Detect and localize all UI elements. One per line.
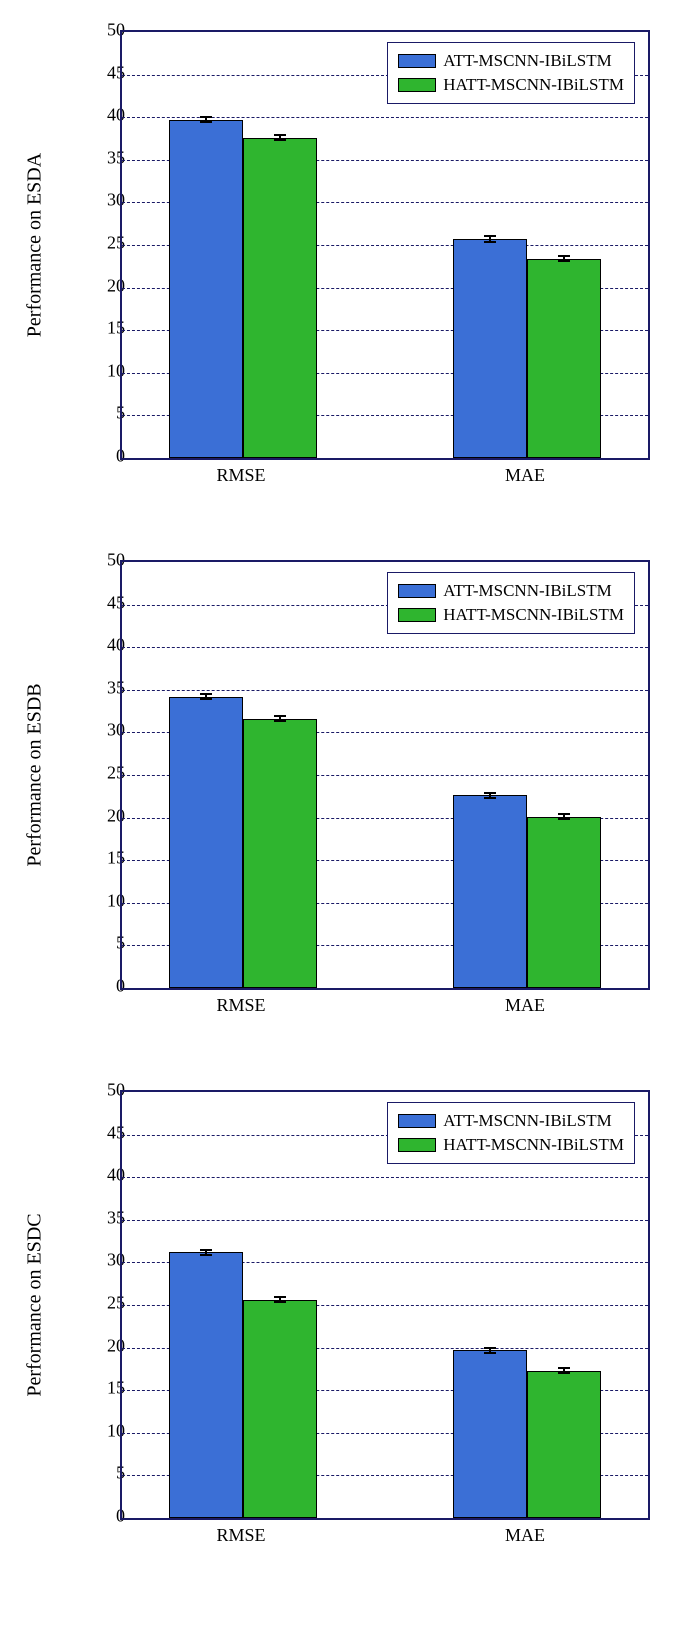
bar-chart-1: 0 5 10 15 20 25 30 35 40 45 50 RMSE MAE ATT-MSCNN-IBi… xyxy=(60,550,665,1040)
xtick-label: MAE xyxy=(505,1525,545,1546)
bar xyxy=(453,239,527,458)
legend-swatch xyxy=(398,608,436,622)
gridline xyxy=(122,1177,648,1178)
y-axis-label: Performance on ESDB xyxy=(24,683,47,866)
ytick-label: 30 xyxy=(85,720,125,741)
legend-swatch xyxy=(398,78,436,92)
legend: ATT-MSCNN-IBiLSTMHATT-MSCNN-IBiLSTM xyxy=(387,1102,635,1164)
ytick-label: 15 xyxy=(85,1378,125,1399)
ytick-label: 50 xyxy=(85,20,125,41)
ytick-label: 30 xyxy=(85,1250,125,1271)
error-stem xyxy=(489,236,491,241)
y-axis-label: Performance on ESDA xyxy=(24,153,47,337)
legend-swatch xyxy=(398,584,436,598)
ytick-label: 40 xyxy=(85,105,125,126)
ytick-label: 15 xyxy=(85,318,125,339)
ytick-label: 5 xyxy=(85,1463,125,1484)
ytick-label: 25 xyxy=(85,233,125,254)
bar xyxy=(243,1300,317,1518)
ytick-label: 0 xyxy=(85,446,125,467)
error-stem xyxy=(205,694,207,699)
gridline xyxy=(122,647,648,648)
ytick-label: 40 xyxy=(85,1165,125,1186)
xtick-label: MAE xyxy=(505,465,545,486)
legend-item: ATT-MSCNN-IBiLSTM xyxy=(398,49,624,73)
legend-swatch xyxy=(398,1114,436,1128)
legend-label: HATT-MSCNN-IBiLSTM xyxy=(443,73,624,97)
bar xyxy=(243,719,317,988)
xtick-label: RMSE xyxy=(216,995,265,1016)
bar xyxy=(453,1350,527,1518)
ytick-label: 35 xyxy=(85,677,125,698)
error-stem xyxy=(563,1368,565,1373)
legend: ATT-MSCNN-IBiLSTMHATT-MSCNN-IBiLSTM xyxy=(387,572,635,634)
bar xyxy=(169,1252,243,1518)
xtick-label: MAE xyxy=(505,995,545,1016)
bar xyxy=(243,138,317,458)
ytick-label: 20 xyxy=(85,805,125,826)
bar xyxy=(527,259,601,458)
error-stem xyxy=(205,117,207,122)
ytick-label: 40 xyxy=(85,635,125,656)
ytick-label: 5 xyxy=(85,403,125,424)
legend-label: ATT-MSCNN-IBiLSTM xyxy=(443,49,611,73)
legend-item: HATT-MSCNN-IBiLSTM xyxy=(398,73,624,97)
ytick-label: 5 xyxy=(85,933,125,954)
ytick-label: 50 xyxy=(85,550,125,571)
xtick-label: RMSE xyxy=(216,465,265,486)
bar xyxy=(169,120,243,458)
ytick-label: 30 xyxy=(85,190,125,211)
error-stem xyxy=(563,256,565,261)
bar xyxy=(453,795,527,988)
gridline xyxy=(122,1220,648,1221)
ytick-label: 45 xyxy=(85,1122,125,1143)
ytick-label: 0 xyxy=(85,1506,125,1527)
bar xyxy=(527,817,601,988)
gridline xyxy=(122,690,648,691)
bar-chart-2: 0 5 10 15 20 25 30 35 40 45 50 RMSE MAE ATT-MSCNN-IBi… xyxy=(60,1080,665,1570)
legend-item: ATT-MSCNN-IBiLSTM xyxy=(398,1109,624,1133)
error-stem xyxy=(205,1250,207,1255)
xtick-label: RMSE xyxy=(216,1525,265,1546)
error-stem xyxy=(489,1348,491,1353)
legend-swatch xyxy=(398,54,436,68)
bar-chart-0: 0 5 10 15 20 25 30 35 40 45 50 RMSE MAE ATT-MSCNN-IBi… xyxy=(60,20,665,510)
error-stem xyxy=(489,793,491,798)
legend-label: ATT-MSCNN-IBiLSTM xyxy=(443,579,611,603)
legend-item: ATT-MSCNN-IBiLSTM xyxy=(398,579,624,603)
ytick-label: 20 xyxy=(85,1335,125,1356)
legend-label: HATT-MSCNN-IBiLSTM xyxy=(443,603,624,627)
ytick-label: 0 xyxy=(85,976,125,997)
chart-stack: 05101520253035404550RMSEMAEATT-MSCNN-IBi… xyxy=(20,20,665,1570)
legend-label: ATT-MSCNN-IBiLSTM xyxy=(443,1109,611,1133)
ytick-label: 10 xyxy=(85,1420,125,1441)
ytick-label: 20 xyxy=(85,275,125,296)
error-stem xyxy=(279,1297,281,1302)
ytick-label: 35 xyxy=(85,147,125,168)
ytick-label: 45 xyxy=(85,62,125,83)
ytick-label: 35 xyxy=(85,1207,125,1228)
legend-swatch xyxy=(398,1138,436,1152)
bar xyxy=(169,697,243,988)
ytick-label: 45 xyxy=(85,592,125,613)
error-stem xyxy=(279,135,281,140)
legend-label: HATT-MSCNN-IBiLSTM xyxy=(443,1133,624,1157)
legend-item: HATT-MSCNN-IBiLSTM xyxy=(398,603,624,627)
ytick-label: 25 xyxy=(85,1293,125,1314)
ytick-label: 10 xyxy=(85,360,125,381)
bar xyxy=(527,1371,601,1518)
ytick-label: 15 xyxy=(85,848,125,869)
ytick-label: 25 xyxy=(85,763,125,784)
ytick-label: 10 xyxy=(85,890,125,911)
y-axis-label: Performance on ESDC xyxy=(24,1213,47,1396)
error-stem xyxy=(279,716,281,721)
legend: ATT-MSCNN-IBiLSTMHATT-MSCNN-IBiLSTM xyxy=(387,42,635,104)
error-stem xyxy=(563,814,565,819)
legend-item: HATT-MSCNN-IBiLSTM xyxy=(398,1133,624,1157)
ytick-label: 50 xyxy=(85,1080,125,1101)
